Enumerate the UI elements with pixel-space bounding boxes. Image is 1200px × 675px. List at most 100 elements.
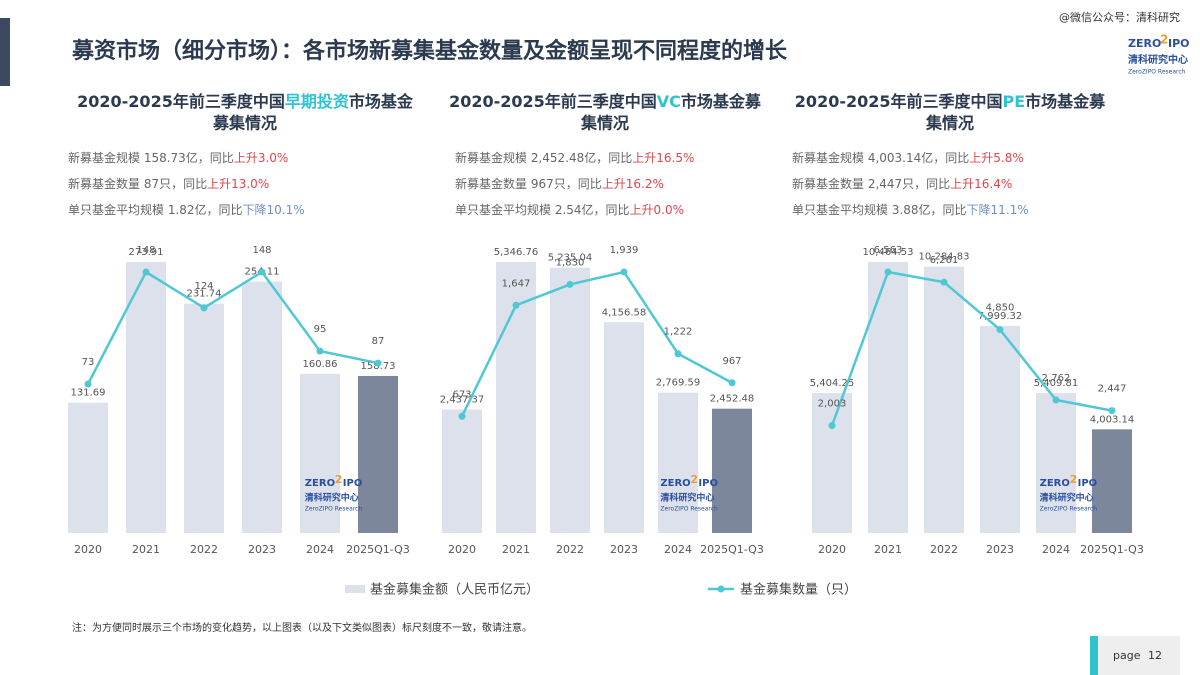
summary-line: 单只基金平均规模 1.82亿，同比下降10.1% (68, 202, 305, 217)
summary-line: 新募基金规模 2,452.48亿，同比上升16.5% (455, 150, 694, 165)
line-point (940, 278, 948, 286)
line-value-label: 967 (722, 356, 741, 367)
summary-text: 新募基金规模 4,003.14亿，同比 (792, 150, 969, 165)
logo-two: 2 (1070, 473, 1078, 486)
page-box (1098, 636, 1180, 675)
bar-value-label: 5,346.76 (494, 247, 539, 258)
footnote: 注：为方便同时展示三个市场的变化趋势，以上图表（以及下文类似图表）标尺刻度不一致… (72, 621, 532, 634)
bar-value-label: 2,437.37 (440, 394, 485, 405)
legend: 基金募集金额（人民币亿元） 基金募集数量（只） (345, 582, 857, 598)
summary-change: 上升5.8% (969, 151, 1024, 165)
bar (924, 266, 964, 533)
chart-title-part: 2020-2025年前三季度中国 (449, 92, 657, 111)
summary-line: 新募基金规模 4,003.14亿，同比上升5.8% (792, 150, 1024, 165)
summary-line: 新募基金数量 87只，同比上升13.0% (68, 176, 269, 191)
summary-text: 单只基金平均规模 3.88亿，同比 (792, 202, 967, 217)
line-value-label: 2,762 (1042, 373, 1071, 384)
line-point (674, 350, 682, 358)
chart-title: 集情况 (580, 114, 629, 133)
header-accent (0, 18, 10, 86)
bar (126, 262, 166, 533)
x-tick-label: 2022 (556, 543, 584, 556)
line-point (258, 268, 266, 276)
summary-text: 新募基金数量 967只，同比 (455, 176, 602, 191)
bar-value-label: 231.74 (187, 289, 222, 300)
summary-text: 新募基金规模 158.73亿，同比 (68, 150, 234, 165)
summary-line: 单只基金平均规模 2.54亿，同比上升0.0% (455, 202, 684, 217)
bar-value-label: 7,999.32 (978, 311, 1023, 322)
summary-change: 上升16.4% (950, 177, 1012, 191)
x-tick-label: 2024 (664, 543, 692, 556)
line-point (828, 422, 836, 430)
x-tick-label: 2023 (610, 543, 638, 556)
chart-title-highlight: PE (1003, 92, 1026, 111)
logo-ipo: IPO (343, 478, 363, 489)
bar-value-label: 10,464.53 (863, 247, 914, 258)
line-value-label: 124 (194, 281, 213, 292)
logo-two: 2 (690, 473, 698, 486)
line-value-label: 2,447 (1098, 384, 1127, 395)
line (460, 270, 733, 417)
line (86, 270, 379, 385)
bar (242, 281, 282, 533)
line-point (620, 268, 628, 276)
line-value-label: 2,003 (818, 399, 847, 410)
x-tick-label: 2025Q1-Q3 (1080, 543, 1144, 556)
logo-cn: 清科研究中心 (1040, 492, 1094, 504)
x-tick-label: 2021 (502, 543, 530, 556)
legend-label: 基金募集数量（只） (740, 582, 857, 598)
line-point (884, 268, 892, 276)
bar (658, 392, 698, 533)
chart-title-part: 2020-2025年前三季度中国 (77, 92, 285, 111)
bar (300, 373, 340, 533)
chart-title-part: 2020-2025年前三季度中国 (795, 92, 1003, 111)
logo-zero: ZERO (305, 478, 335, 489)
line-value-label: 95 (314, 324, 327, 335)
x-tick-label: 2020 (448, 543, 476, 556)
line-value-label: 673 (452, 389, 471, 400)
bar (868, 262, 908, 533)
logo-en: ZeroZIPO Research (305, 506, 363, 513)
x-tick-label: 2025Q1-Q3 (346, 543, 410, 556)
logo-cn: 清科研究中心 (1128, 53, 1188, 66)
line-value-label: 6,563 (874, 245, 903, 256)
logo-ipo: IPO (1078, 478, 1098, 489)
x-tick-label: 2024 (306, 543, 334, 556)
bar-value-label: 5,404.25 (810, 378, 855, 389)
logo-cn: 清科研究中心 (660, 492, 714, 504)
logo-cn: 清科研究中心 (305, 492, 359, 504)
x-tick-label: 2020 (74, 543, 102, 556)
x-tick-label: 2020 (818, 543, 846, 556)
logo-zero: ZERO (1128, 37, 1161, 50)
x-tick-label: 2021 (874, 543, 902, 556)
bar (1036, 392, 1076, 533)
summary-text: 新募基金规模 2,452.48亿，同比 (455, 150, 632, 165)
bar-value-label: 160.86 (303, 359, 338, 370)
bar (550, 267, 590, 533)
x-tick-label: 2021 (132, 543, 160, 556)
line-value-label: 148 (136, 245, 155, 256)
logo-two: 2 (335, 473, 343, 486)
bar-value-label: 131.69 (71, 388, 106, 399)
bar (604, 322, 644, 533)
line-value-label: 1,647 (502, 278, 531, 289)
line-point (1108, 407, 1116, 415)
bar-value-label: 2,452.48 (710, 394, 755, 405)
summary-change: 上升16.5% (632, 151, 694, 165)
chart-title-highlight: 早期投资 (285, 92, 349, 111)
chart-title: 募集情况 (212, 114, 277, 133)
bar-value-label: 5,409.81 (1034, 378, 1079, 389)
x-tick-label: 2023 (986, 543, 1014, 556)
x-tick-label: 2025Q1-Q3 (700, 543, 764, 556)
legend-swatch-bar (345, 585, 365, 593)
line-point (728, 379, 736, 387)
summary-line: 新募基金数量 2,447只，同比上升16.4% (792, 176, 1012, 191)
watermark: @微信公众号：清科研究 (1059, 10, 1180, 24)
header-logo: ZERO 2 IPO 清科研究中心 ZeroZIPO Research (1128, 33, 1190, 76)
bar (184, 303, 224, 533)
summary-change: 上升0.0% (630, 203, 685, 217)
